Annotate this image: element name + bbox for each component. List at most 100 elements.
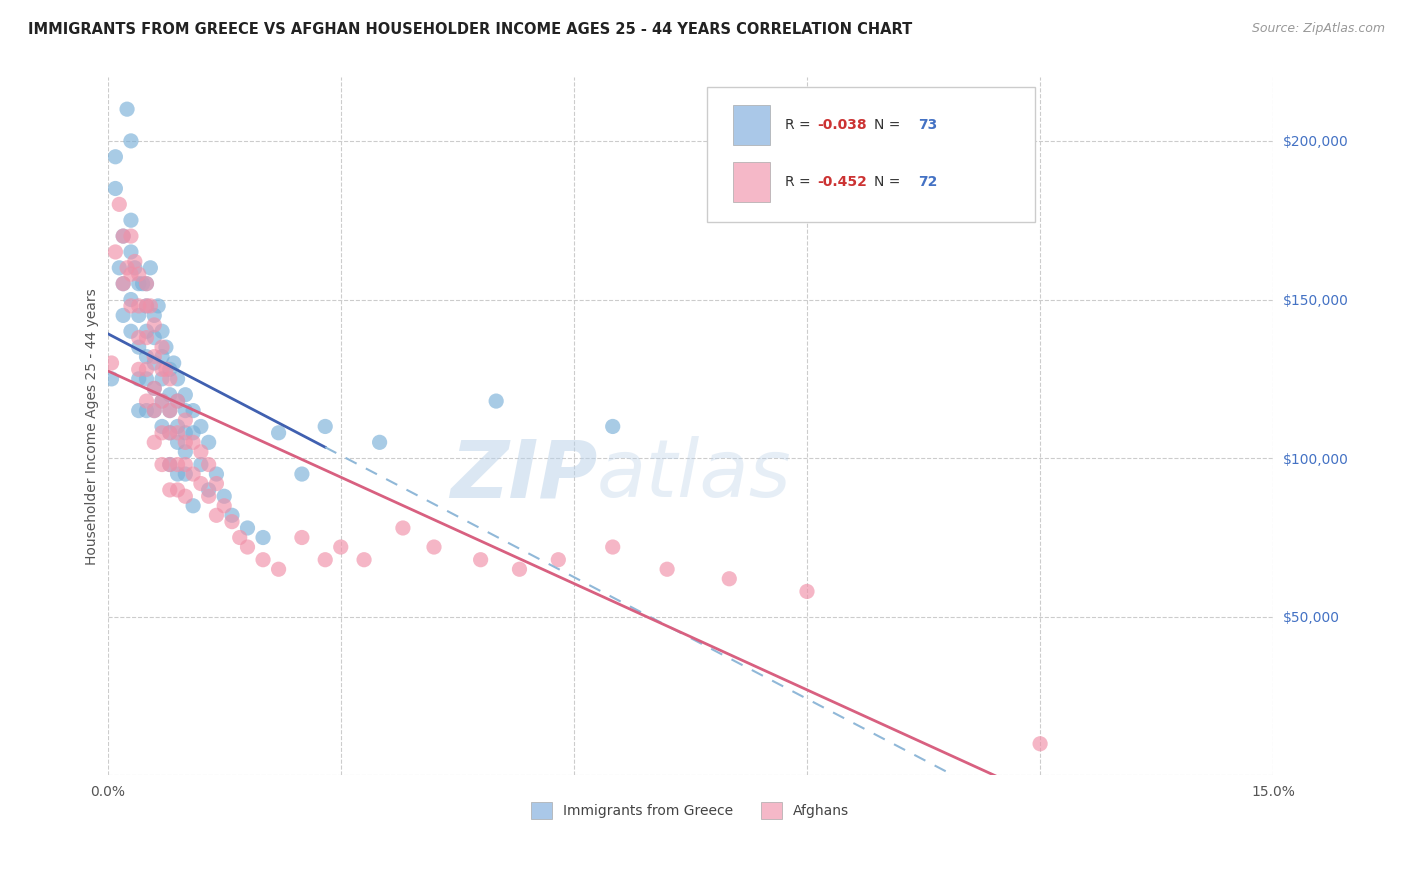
Point bbox=[135, 299, 157, 313]
Point bbox=[190, 458, 212, 472]
Point bbox=[267, 562, 290, 576]
Point bbox=[104, 150, 127, 164]
Point bbox=[190, 476, 212, 491]
Point bbox=[212, 489, 235, 503]
Point bbox=[128, 267, 150, 281]
Point bbox=[166, 394, 188, 409]
Point bbox=[174, 458, 197, 472]
Point bbox=[166, 467, 188, 481]
Point bbox=[655, 562, 678, 576]
Point bbox=[135, 324, 157, 338]
Point bbox=[115, 260, 138, 275]
Point bbox=[166, 435, 188, 450]
Text: 73: 73 bbox=[918, 119, 936, 132]
Point bbox=[112, 309, 135, 323]
Point bbox=[508, 562, 530, 576]
Point bbox=[205, 476, 228, 491]
Point bbox=[128, 330, 150, 344]
Point bbox=[112, 229, 135, 244]
Point bbox=[166, 425, 188, 440]
Point bbox=[128, 362, 150, 376]
Point bbox=[197, 483, 219, 497]
Point bbox=[329, 540, 352, 554]
Point bbox=[796, 584, 818, 599]
Point bbox=[166, 394, 188, 409]
Point bbox=[120, 134, 142, 148]
Point bbox=[314, 419, 336, 434]
Point bbox=[212, 499, 235, 513]
Point bbox=[174, 388, 197, 402]
Point bbox=[124, 260, 146, 275]
Point bbox=[128, 309, 150, 323]
Point bbox=[112, 277, 135, 291]
Point bbox=[602, 419, 624, 434]
Point bbox=[128, 372, 150, 386]
Point bbox=[108, 197, 131, 211]
Point bbox=[146, 299, 169, 313]
Point bbox=[150, 362, 173, 376]
Text: Source: ZipAtlas.com: Source: ZipAtlas.com bbox=[1251, 22, 1385, 36]
Point bbox=[131, 277, 153, 291]
Point bbox=[150, 458, 173, 472]
Point bbox=[291, 467, 314, 481]
Text: N =: N = bbox=[873, 175, 904, 189]
Point bbox=[159, 425, 181, 440]
Point bbox=[392, 521, 415, 535]
Point bbox=[143, 403, 166, 417]
Point bbox=[159, 458, 181, 472]
Text: -0.452: -0.452 bbox=[817, 175, 868, 189]
Point bbox=[143, 318, 166, 332]
Point bbox=[100, 372, 122, 386]
Point bbox=[124, 254, 146, 268]
Text: -0.038: -0.038 bbox=[817, 119, 866, 132]
Point bbox=[159, 388, 181, 402]
Point bbox=[159, 483, 181, 497]
Point bbox=[174, 425, 197, 440]
Point bbox=[120, 324, 142, 338]
Point bbox=[547, 552, 569, 566]
Point bbox=[135, 350, 157, 364]
Point bbox=[135, 277, 157, 291]
Point bbox=[1029, 737, 1052, 751]
Point bbox=[120, 293, 142, 307]
Point bbox=[267, 425, 290, 440]
Point bbox=[104, 244, 127, 259]
Point bbox=[159, 372, 181, 386]
Point bbox=[368, 435, 391, 450]
Point bbox=[135, 403, 157, 417]
Point bbox=[205, 467, 228, 481]
Point bbox=[155, 362, 177, 376]
Point bbox=[159, 362, 181, 376]
Point bbox=[120, 244, 142, 259]
Point bbox=[150, 394, 173, 409]
Point bbox=[229, 531, 252, 545]
Point bbox=[150, 372, 173, 386]
Point bbox=[236, 521, 259, 535]
Point bbox=[150, 324, 173, 338]
Point bbox=[112, 229, 135, 244]
Point bbox=[423, 540, 446, 554]
Point bbox=[120, 299, 142, 313]
Point bbox=[135, 362, 157, 376]
Point bbox=[174, 489, 197, 503]
Point bbox=[135, 394, 157, 409]
Text: R =: R = bbox=[786, 175, 815, 189]
Point bbox=[252, 531, 274, 545]
Point bbox=[143, 381, 166, 395]
Point bbox=[115, 102, 138, 116]
Point bbox=[143, 356, 166, 370]
Point bbox=[236, 540, 259, 554]
Point bbox=[139, 299, 162, 313]
Text: ZIP: ZIP bbox=[450, 436, 598, 515]
Point bbox=[150, 419, 173, 434]
Point bbox=[314, 552, 336, 566]
Point bbox=[143, 330, 166, 344]
Point bbox=[181, 403, 204, 417]
Text: atlas: atlas bbox=[598, 436, 792, 515]
Point bbox=[205, 508, 228, 523]
Point bbox=[143, 309, 166, 323]
Point bbox=[128, 403, 150, 417]
Point bbox=[181, 435, 204, 450]
Point bbox=[221, 515, 243, 529]
Point bbox=[135, 330, 157, 344]
